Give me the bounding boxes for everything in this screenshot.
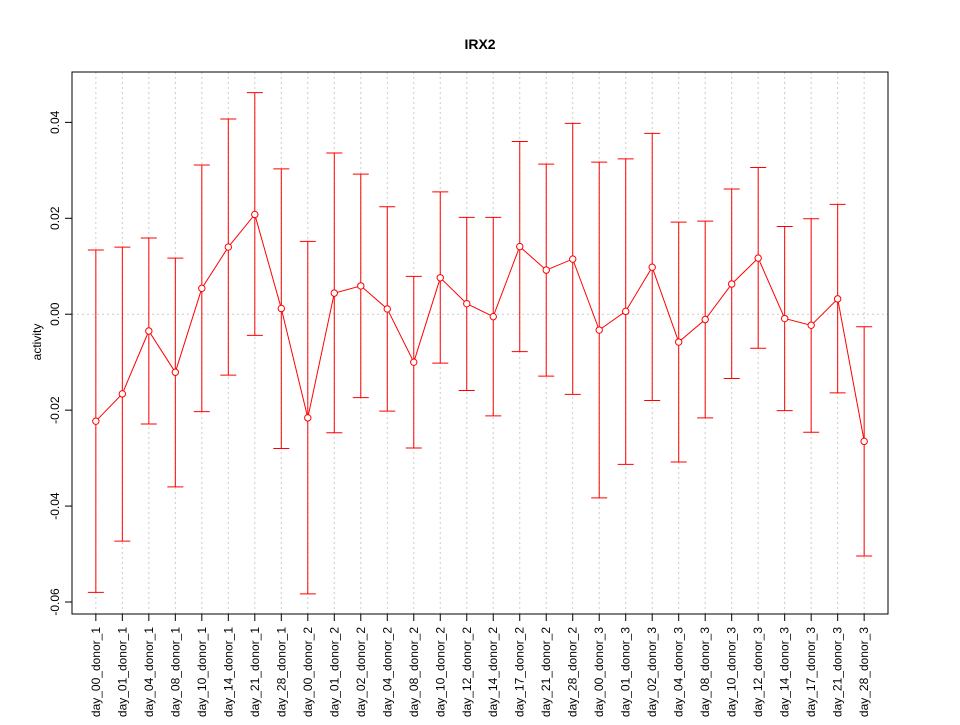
x-tick-label: day_12_donor_2 bbox=[460, 627, 474, 717]
x-tick-label: day_01_donor_1 bbox=[115, 627, 129, 717]
x-tick-label: day_08_donor_1 bbox=[168, 627, 182, 717]
y-axis-label: activity bbox=[30, 324, 44, 361]
x-tick-label: day_00_donor_3 bbox=[592, 627, 606, 717]
data-point bbox=[463, 299, 471, 308]
data-point bbox=[542, 266, 550, 274]
data-point bbox=[701, 315, 709, 324]
x-tick-label: day_17_donor_2 bbox=[513, 627, 527, 717]
data-point bbox=[357, 282, 365, 290]
data-point bbox=[410, 358, 418, 366]
x-tick-label: day_17_donor_3 bbox=[804, 627, 818, 717]
data-point bbox=[780, 314, 789, 323]
x-tick-label: day_04_donor_3 bbox=[672, 627, 686, 717]
x-tick-label: day_00_donor_2 bbox=[301, 627, 315, 717]
plot-frame bbox=[71, 71, 889, 615]
x-tick-label: day_12_donor_3 bbox=[751, 627, 765, 717]
x-tick-label: day_28_donor_1 bbox=[274, 627, 288, 717]
x-tick-label: day_21_donor_1 bbox=[248, 627, 262, 717]
data-point bbox=[118, 390, 127, 398]
error-bars bbox=[87, 92, 873, 595]
x-tick-label: day_10_donor_3 bbox=[725, 627, 739, 717]
x-tick-label: day_14_donor_3 bbox=[778, 627, 792, 717]
x-tick-label: day_01_donor_3 bbox=[619, 627, 633, 717]
x-tick-label: day_08_donor_2 bbox=[407, 627, 421, 717]
x-tick-label: day_01_donor_2 bbox=[327, 627, 341, 717]
data-point bbox=[383, 305, 391, 313]
data-point bbox=[569, 255, 577, 263]
y-tick-label: -0.04 bbox=[48, 492, 62, 520]
y-tick-label: -0.06 bbox=[48, 588, 62, 616]
data-point bbox=[595, 326, 603, 334]
x-tick-label: day_10_donor_1 bbox=[195, 627, 209, 717]
x-tick-label: day_28_donor_2 bbox=[566, 627, 580, 717]
x-tick-label: day_21_donor_3 bbox=[831, 627, 845, 717]
x-tick-label: day_00_donor_1 bbox=[89, 627, 103, 717]
data-point bbox=[833, 295, 842, 303]
data-point bbox=[198, 284, 206, 293]
x-tick-label: day_04_donor_2 bbox=[380, 627, 394, 717]
data-point bbox=[754, 254, 762, 262]
y-axis: -0.06 -0.04 -0.02 0.00 0.02 0.04 bbox=[48, 110, 73, 616]
chart-title: IRX2 bbox=[464, 36, 495, 52]
x-tick-label: day_04_donor_1 bbox=[142, 627, 156, 717]
series-line-group bbox=[95, 213, 865, 442]
data-point bbox=[675, 338, 683, 346]
data-point bbox=[92, 417, 100, 425]
data-points bbox=[92, 210, 868, 446]
data-point bbox=[251, 210, 259, 219]
x-tick-label: day_14_donor_1 bbox=[221, 627, 235, 717]
data-point bbox=[489, 312, 497, 321]
x-tick-label: day_02_donor_2 bbox=[354, 627, 368, 717]
x-tick-label: day_21_donor_2 bbox=[539, 627, 553, 717]
grid bbox=[72, 72, 888, 614]
y-tick-label: 0.04 bbox=[48, 110, 62, 134]
data-point bbox=[145, 327, 153, 335]
data-point bbox=[860, 437, 868, 446]
data-point bbox=[807, 321, 815, 329]
y-tick-label: 0.02 bbox=[48, 206, 62, 230]
series-line bbox=[95, 213, 865, 442]
x-axis: day_00_donor_1 day_01_donor_1 day_04_donor… bbox=[89, 613, 871, 717]
y-tick-label: -0.02 bbox=[48, 396, 62, 424]
data-point bbox=[727, 280, 736, 288]
data-point bbox=[330, 289, 338, 297]
x-tick-label: day_10_donor_2 bbox=[433, 627, 447, 717]
data-point bbox=[516, 242, 524, 251]
data-point bbox=[648, 263, 656, 271]
data-point bbox=[224, 243, 233, 251]
y-tick-label: 0.00 bbox=[48, 302, 62, 326]
x-tick-label: day_08_donor_3 bbox=[698, 627, 712, 717]
x-tick-label: day_02_donor_3 bbox=[645, 627, 659, 717]
data-point bbox=[277, 304, 285, 313]
data-point bbox=[622, 307, 630, 316]
data-point bbox=[304, 414, 312, 422]
data-point bbox=[171, 368, 180, 376]
x-tick-label: day_28_donor_3 bbox=[857, 627, 871, 717]
data-point bbox=[436, 274, 444, 282]
x-tick-label: day_14_donor_2 bbox=[486, 627, 500, 717]
